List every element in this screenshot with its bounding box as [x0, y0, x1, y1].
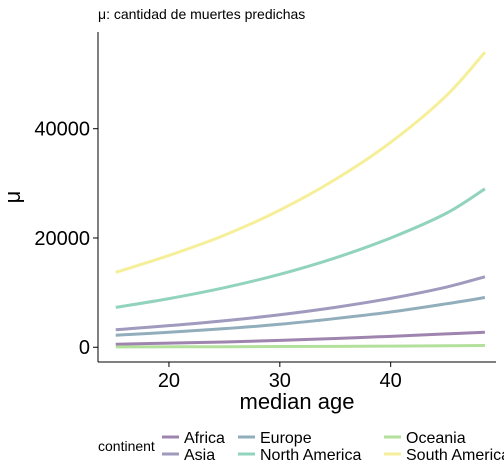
- legend-item-north-america: North America: [238, 447, 361, 464]
- x-ticks: 20 30 40: [158, 362, 402, 392]
- legend-item-south-america: South America: [384, 447, 504, 464]
- series-line-africa: [115, 330, 485, 346]
- y-tick-label: 0: [79, 337, 90, 359]
- legend-label: South America: [406, 447, 504, 464]
- x-tick-label: 20: [158, 370, 180, 392]
- series-line-europe: [115, 296, 486, 337]
- legend-label: Europe: [260, 430, 312, 447]
- y-ticks: 0 20000 40000: [34, 119, 98, 359]
- legend-title: continent: [98, 438, 155, 454]
- y-tick-label: 40000: [34, 119, 90, 141]
- series-line-asia: [115, 275, 486, 332]
- series-line-south-america: [115, 51, 487, 274]
- legend-item-asia: Asia: [162, 447, 215, 464]
- x-axis-label: median age: [240, 389, 355, 414]
- legend-label: Africa: [184, 430, 225, 447]
- series-lines: [115, 51, 487, 349]
- series-line-oceania: [115, 344, 485, 349]
- legend-item-europe: Europe: [238, 430, 312, 447]
- legend-label: Asia: [184, 447, 215, 464]
- series-line-north-america: [115, 187, 486, 309]
- legend-item-oceania: Oceania: [384, 430, 466, 447]
- legend-label: North America: [260, 447, 361, 464]
- x-tick-label: 30: [269, 370, 291, 392]
- x-tick-label: 40: [380, 370, 402, 392]
- axes: [97, 32, 496, 363]
- legend-label: Oceania: [406, 430, 466, 447]
- y-axis-label: μ: [0, 191, 25, 204]
- chart-title: μ: cantidad de muertes predichas: [98, 6, 305, 22]
- y-tick-label: 20000: [34, 228, 90, 250]
- legend-item-africa: Africa: [162, 430, 225, 447]
